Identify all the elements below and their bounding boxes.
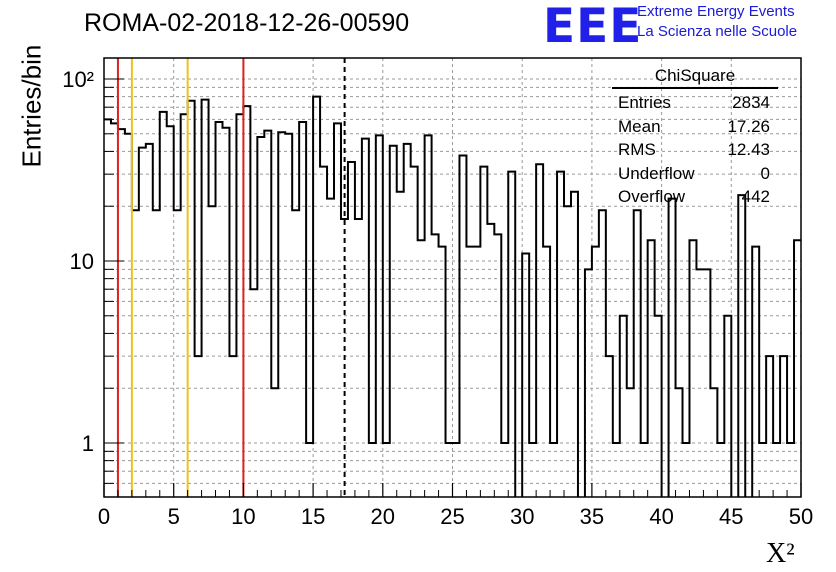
histogram-outline [104, 95, 801, 497]
x-tick-label: 20 [371, 504, 395, 529]
stat-row-overflow: Overflow 442 [612, 185, 778, 209]
x-tick-label: 35 [580, 504, 604, 529]
stat-label: Underflow [618, 163, 695, 183]
x-tick-label: 45 [719, 504, 743, 529]
page-title: ROMA-02-2018-12-26-00590 [84, 9, 410, 37]
y-axis-label: Entries/bin [16, 44, 47, 168]
x-tick-label: 30 [510, 504, 534, 529]
stat-value: 12.43 [727, 140, 770, 159]
logo-line-2: La Scienza nelle Scuole [637, 23, 798, 40]
stat-value: 442 [741, 187, 770, 206]
stat-label: Mean [618, 116, 661, 136]
stat-value: 17.26 [727, 116, 770, 136]
stat-row-entries: Entries 2834 [612, 91, 778, 115]
stat-label: Entries [618, 93, 671, 112]
x-tick-label: 50 [789, 504, 813, 529]
x-tick-label: 25 [440, 504, 464, 529]
y-tick-label: 10 [70, 249, 94, 274]
x-axis-label: X² [766, 538, 795, 569]
logo-line-1: Extreme Energy Events [637, 3, 795, 20]
stats-title: ChiSquare [612, 66, 778, 89]
x-tick-label: 5 [168, 504, 180, 529]
histogram-bars [104, 95, 801, 497]
y-tick-label: 1 [82, 431, 94, 456]
eee-logo: EEE [543, 0, 643, 54]
x-tick-label: 40 [649, 504, 673, 529]
stat-row-mean: Mean 17.26 [612, 115, 778, 139]
stat-value: 2834 [732, 93, 770, 112]
stat-label: Overflow [618, 187, 686, 206]
x-tick-label: 0 [98, 504, 110, 529]
x-tick-label: 15 [301, 504, 325, 529]
x-tick-label: 10 [231, 504, 255, 529]
y-tick-label: 10² [62, 67, 94, 92]
stats-box: ChiSquare Entries 2834 Mean 17.26 RMS 12… [612, 66, 778, 209]
stat-value: 0 [760, 163, 770, 183]
stat-label: RMS [618, 140, 656, 159]
stat-row-underflow: Underflow 0 [612, 162, 778, 186]
stat-row-rms: RMS 12.43 [612, 138, 778, 162]
